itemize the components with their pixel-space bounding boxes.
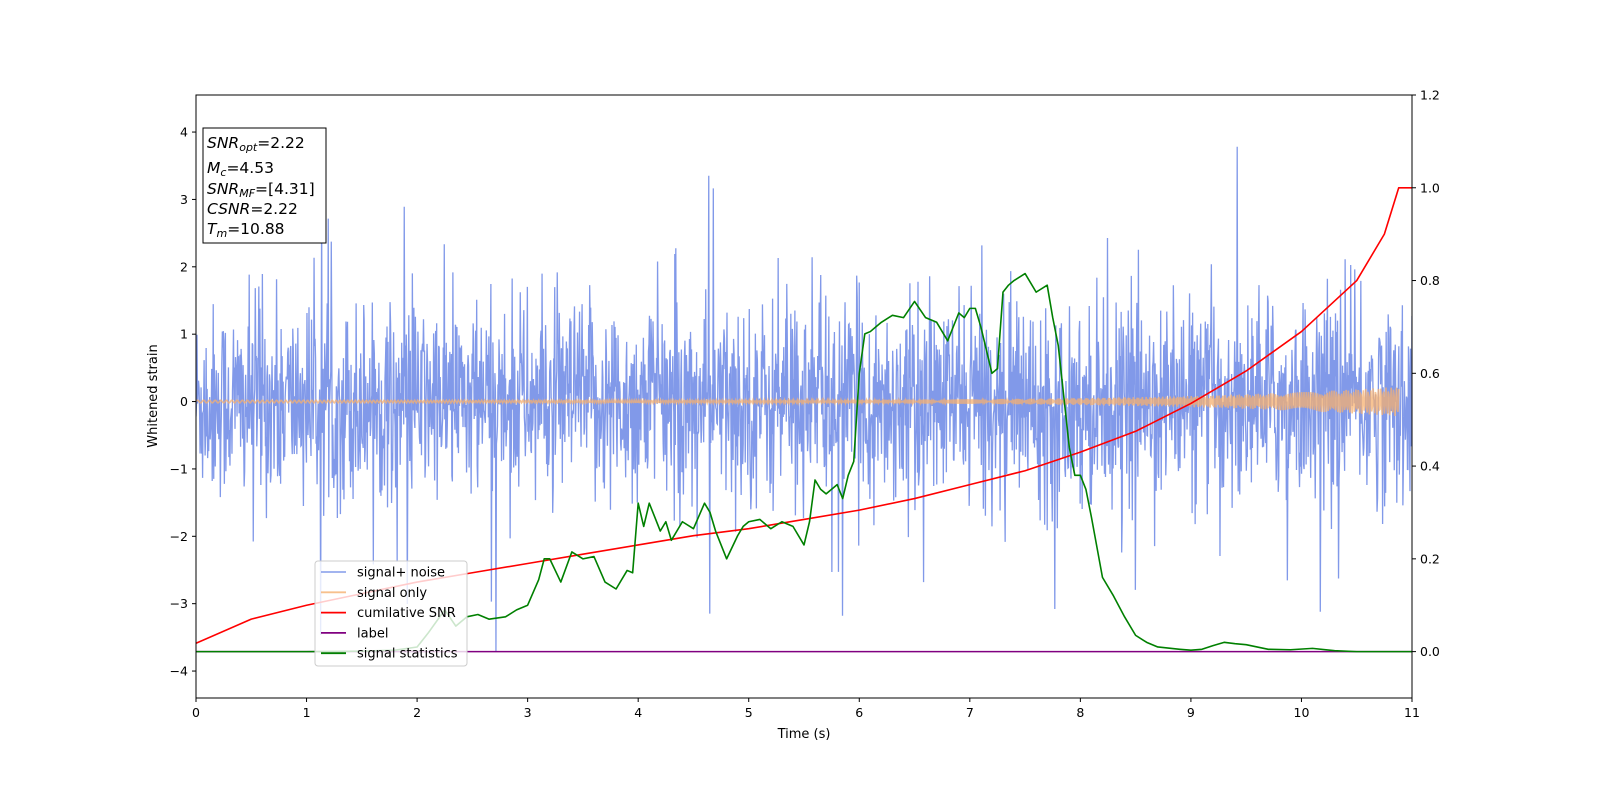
x-tick-label: 1 [303,705,311,720]
signal-noise-line [196,146,1412,653]
info-symbol: M [207,159,220,177]
y-left-tick-label: 3 [180,192,188,207]
plot-frame [195,94,1413,699]
legend: signal+ noise signal only cumilative SNR la… [314,560,468,667]
y-right-tick-label: 0.4 [1420,459,1440,474]
info-value: =2.22 [257,134,305,152]
info-line: Mc=4.53 [207,159,274,179]
info-symbol: SNR [207,180,239,198]
x-tick-label: 2 [413,705,421,720]
info-subscript: MF [239,187,255,200]
info-subscript: c [220,166,226,179]
x-tick-label: 0 [192,705,200,720]
info-value: =2.22 [250,200,298,218]
info-subscript: opt [239,141,258,154]
x-axis-label: Time (s) [777,727,831,742]
y-right-tick-label: 0.2 [1420,551,1440,566]
info-line: CSNR=2.22 [207,200,298,218]
legend-label: signal+ noise [357,566,445,581]
y-axis-right: 1.2 1.0 0.8 0.6 0.4 0.2 0.0 [1412,88,1440,659]
x-tick-label: 5 [745,705,753,720]
info-line: Tm=10.88 [207,220,285,240]
y-left-tick-label: 0 [180,394,188,409]
y-right-tick-label: 1.2 [1420,88,1440,103]
signal-only-line [196,387,1400,417]
y-left-tick-label: 1 [180,327,188,342]
x-tick-label: 3 [524,705,532,720]
info-box: SNRopt=2.22Mc=4.53SNRMF=[4.31]CSNR=2.22T… [202,127,327,244]
x-tick-label: 9 [1187,705,1195,720]
info-symbol: CSNR [207,200,250,218]
x-tick-label: 7 [966,705,974,720]
y-left-tick-label: −4 [170,664,188,679]
y-left-tick-label: 2 [180,259,188,274]
info-box-frame [202,127,327,244]
x-tick-label: 10 [1294,705,1310,720]
y-right-tick-label: 0.6 [1420,366,1440,381]
info-value: =10.88 [227,220,284,238]
y-axis-left: 4 3 2 1 0 −1 −2 −3 −4 [170,125,196,679]
legend-label: signal statistics [357,647,458,662]
y-axis-label: Whitened strain [146,344,161,447]
legend-frame [314,560,468,667]
y-left-tick-label: −3 [170,596,188,611]
info-subscript: m [216,227,227,240]
info-line: SNRMF=[4.31] [207,180,315,200]
info-value: =4.53 [226,159,274,177]
y-left-tick-label: −1 [170,461,188,476]
series-signal-only [196,387,1400,417]
info-value: =[4.31] [255,180,315,198]
x-tick-label: 4 [634,705,642,720]
y-right-tick-label: 1.0 [1420,180,1440,195]
legend-label: signal only [357,586,427,601]
info-symbol: SNR [207,134,239,152]
legend-label: cumilative SNR [357,606,456,621]
x-tick-label: 11 [1404,705,1420,720]
series-signal-noise [196,146,1412,653]
x-axis: 0 1 2 3 4 5 6 7 8 9 10 11 [192,698,1420,720]
signal-statistics-line [196,272,1412,653]
info-symbol: T [207,220,218,238]
info-line: SNRopt=2.22 [207,134,305,154]
x-tick-label: 8 [1076,705,1084,720]
legend-label: label [357,626,388,641]
y-left-tick-label: 4 [180,125,188,140]
y-left-tick-label: −2 [170,529,188,544]
y-right-tick-label: 0.8 [1420,273,1440,288]
x-tick-label: 6 [855,705,863,720]
y-right-tick-label: 0.0 [1420,644,1440,659]
